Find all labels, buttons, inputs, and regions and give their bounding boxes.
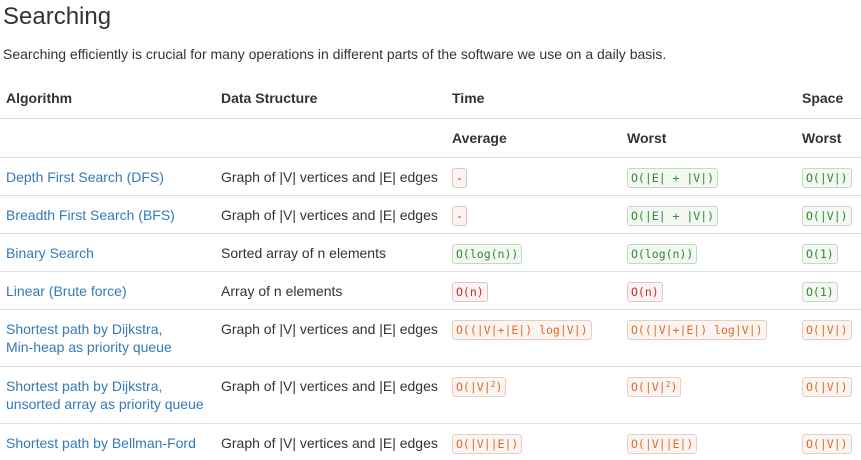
algorithm-link-binary-search[interactable]: Binary Search — [6, 245, 94, 261]
header-empty-1 — [0, 119, 215, 158]
algorithm-link-linear[interactable]: Linear (Brute force) — [6, 283, 127, 299]
worst-time-badge: O(|E| + |V|) — [627, 168, 718, 188]
header-algorithm: Algorithm — [0, 78, 215, 119]
average-time-badge: O(log(n)) — [452, 244, 522, 264]
header-data-structure: Data Structure — [215, 78, 446, 119]
badge-text: O(|V| — [456, 380, 491, 394]
space-badge: O(|V|) — [802, 320, 852, 340]
header-row-primary: Algorithm Data Structure Time Space — [0, 78, 861, 119]
table-row: Breadth First Search (BFS) Graph of |V| … — [0, 196, 861, 234]
average-time-badge: - — [452, 206, 467, 226]
table-row: Shortest path by Dijkstra, unsorted array… — [0, 367, 861, 424]
algorithm-link-dijkstra-min-heap[interactable]: Shortest path by Dijkstra, Min-heap as pr… — [6, 321, 172, 355]
space-badge: O(1) — [802, 244, 838, 264]
average-time-badge: O(|V||E|) — [452, 434, 522, 454]
algorithm-link-line2: Min-heap as priority queue — [6, 339, 172, 355]
space-badge: O(|V|) — [802, 206, 852, 226]
average-time-badge: - — [452, 168, 467, 188]
algorithm-link-line1: Shortest path by Dijkstra, — [6, 321, 162, 337]
algorithm-link-line1: Shortest path by Dijkstra, — [6, 378, 162, 394]
algorithm-link-dfs[interactable]: Depth First Search (DFS) — [6, 169, 164, 185]
table-row: Binary Search Sorted array of n elements… — [0, 234, 861, 272]
average-time-badge: O(|V|2) — [452, 377, 506, 397]
table-row: Shortest path by Dijkstra, Min-heap as pr… — [0, 310, 861, 367]
badge-text-end: ) — [495, 380, 502, 394]
worst-time-badge: O(|V||E|) — [627, 434, 697, 454]
space-badge: O(|V|) — [802, 168, 852, 188]
data-structure-cell: Graph of |V| vertices and |E| edges — [221, 424, 446, 452]
header-time-spacer — [621, 78, 796, 119]
badge-text: O(|V| — [631, 380, 666, 394]
badge-text-end: ) — [670, 380, 677, 394]
worst-time-badge: O(log(n)) — [627, 244, 697, 264]
section-title: Searching — [3, 3, 111, 31]
worst-time-badge: O((|V|+|E|) log|V|) — [627, 320, 767, 340]
space-badge: O(|V|) — [802, 434, 852, 454]
header-space: Space — [796, 78, 861, 119]
worst-time-badge: O(n) — [627, 282, 663, 302]
algorithm-link-line2: unsorted array as priority queue — [6, 396, 204, 412]
space-badge: O(|V|) — [802, 377, 852, 397]
data-structure-cell: Graph of |V| vertices and |E| edges — [221, 310, 446, 338]
header-worst: Worst — [621, 119, 796, 158]
algorithm-link-dijkstra-unsorted[interactable]: Shortest path by Dijkstra, unsorted array… — [6, 378, 204, 412]
space-badge: O(1) — [802, 282, 838, 302]
worst-time-badge: O(|E| + |V|) — [627, 206, 718, 226]
section-intro: Searching efficiently is crucial for man… — [3, 45, 666, 63]
algorithm-link-bfs[interactable]: Breadth First Search (BFS) — [6, 207, 175, 223]
table-row: Depth First Search (DFS) Graph of |V| ve… — [0, 158, 861, 196]
algorithm-link-bellman-ford[interactable]: Shortest path by Bellman-Ford — [6, 435, 196, 451]
data-structure-cell: Sorted array of n elements — [221, 234, 446, 262]
data-structure-cell: Graph of |V| vertices and |E| edges — [221, 196, 446, 224]
header-row-secondary: Average Worst Worst — [0, 119, 861, 158]
data-structure-cell: Graph of |V| vertices and |E| edges — [221, 367, 446, 395]
average-time-badge: O((|V|+|E|) log|V|) — [452, 320, 592, 340]
header-average: Average — [446, 119, 621, 158]
table-row: Linear (Brute force) Array of n elements… — [0, 272, 861, 310]
complexity-table: Algorithm Data Structure Time Space Aver… — [0, 78, 861, 460]
header-time: Time — [446, 78, 621, 119]
header-space-worst: Worst — [796, 119, 861, 158]
data-structure-cell: Array of n elements — [221, 272, 446, 300]
header-empty-2 — [215, 119, 446, 158]
data-structure-cell: Graph of |V| vertices and |E| edges — [221, 158, 446, 186]
average-time-badge: O(n) — [452, 282, 488, 302]
worst-time-badge: O(|V|2) — [627, 377, 681, 397]
